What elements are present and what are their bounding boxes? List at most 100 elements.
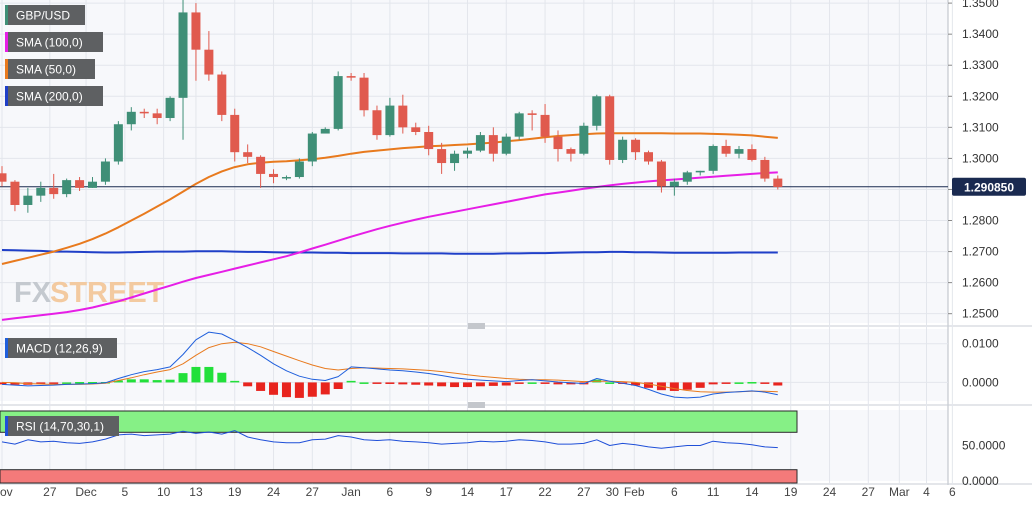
- macd-histogram-bar: [152, 380, 162, 383]
- candle-body: [462, 150, 472, 154]
- candle: [49, 173, 59, 199]
- macd-histogram-bar: [307, 382, 317, 397]
- macd-legend[interactable]: MACD (12,26,9): [5, 338, 117, 358]
- macd-histogram-bar: [256, 382, 266, 391]
- macd-legend-bg: [5, 338, 117, 358]
- candle: [411, 122, 421, 136]
- legend-item-2[interactable]: SMA (50,0): [5, 59, 95, 79]
- legend-item-3[interactable]: SMA (200,0): [5, 86, 103, 106]
- macd-histogram-bar: [230, 380, 240, 383]
- candle: [320, 127, 330, 134]
- candle: [191, 3, 201, 81]
- x-tick-label: 14: [461, 485, 475, 499]
- price-tick-label: 1.2600: [962, 276, 999, 290]
- rsi-legend-text: RSI (14,70,30,1): [16, 420, 104, 434]
- candle-body: [88, 181, 98, 188]
- candle: [644, 150, 653, 165]
- legend-item-0-bg: [5, 5, 85, 25]
- candle-body: [230, 114, 240, 153]
- candle-body: [514, 113, 524, 137]
- candle: [294, 158, 304, 179]
- candle: [424, 125, 434, 156]
- candle: [385, 97, 395, 137]
- x-tick-label: 10: [157, 485, 171, 499]
- candle: [656, 159, 666, 193]
- x-tick-label: 6: [949, 485, 956, 499]
- candle-body: [644, 152, 653, 162]
- candle: [760, 156, 770, 182]
- candle: [437, 142, 447, 174]
- candle-body: [398, 105, 408, 128]
- macd-histogram-bar: [126, 379, 136, 383]
- sma50-line: [1, 132, 778, 265]
- candle: [773, 175, 783, 190]
- x-tick-label: Feb: [624, 485, 645, 499]
- candle-body: [618, 139, 628, 160]
- macd-histogram-bar: [475, 382, 485, 387]
- macd-histogram-bar: [462, 382, 472, 388]
- candle-body: [75, 180, 85, 188]
- candle-body: [424, 131, 434, 150]
- candle: [553, 130, 563, 162]
- macd-histogram-bar: [62, 382, 72, 384]
- macd-histogram-bar: [695, 382, 705, 388]
- macd-histogram-bar: [773, 382, 783, 386]
- candle-body: [333, 76, 343, 129]
- candle-body: [631, 139, 641, 153]
- candle: [605, 94, 615, 165]
- candle: [527, 110, 537, 131]
- candle-body: [23, 195, 33, 205]
- rsi-tick-label: 0.0000: [962, 474, 999, 488]
- candle-body: [385, 105, 395, 136]
- candle: [359, 72, 369, 117]
- price-tick-label: 1.3300: [962, 58, 999, 72]
- legend-item-1[interactable]: SMA (100,0): [5, 32, 103, 52]
- candle: [23, 187, 33, 213]
- legend-item-0[interactable]: GBP/USD: [5, 5, 85, 25]
- macd-histogram-bar: [527, 382, 537, 384]
- macd-histogram-bar: [644, 382, 653, 388]
- candle: [165, 96, 175, 122]
- macd-histogram-bar: [424, 382, 434, 386]
- candle-body: [320, 128, 330, 134]
- x-tick-label: 11: [707, 485, 720, 499]
- macd-histogram-bar: [385, 382, 395, 384]
- candle: [217, 71, 227, 122]
- macd-histogram-bar: [10, 382, 20, 385]
- candle-body: [540, 114, 550, 137]
- candle-body: [450, 153, 460, 164]
- rsi-legend[interactable]: RSI (14,70,30,1): [5, 416, 119, 436]
- candle-body: [307, 133, 317, 162]
- candle-body: [62, 180, 72, 195]
- candle-body: [734, 149, 744, 154]
- x-tick-label: Nov: [0, 485, 13, 499]
- candle: [566, 147, 576, 162]
- sma200-line: [1, 249, 778, 255]
- candle: [540, 104, 550, 143]
- candle-body: [437, 149, 447, 164]
- x-tick-label: 27: [43, 485, 57, 499]
- candle-body: [359, 77, 369, 111]
- macd-histogram-bar: [294, 382, 304, 398]
- candle-body: [152, 113, 162, 119]
- macd-histogram-bar: [88, 382, 98, 384]
- candle-body: [501, 136, 511, 154]
- candle-body: [527, 113, 537, 115]
- candle: [88, 177, 98, 188]
- x-tick-label: 30: [606, 485, 620, 499]
- x-tick-label: 6: [387, 485, 394, 499]
- macd-histogram-bar: [540, 382, 550, 384]
- rsi-overbought-zone: [0, 410, 798, 433]
- x-tick-label: 27: [306, 485, 320, 499]
- legend-item-2-text: SMA (50,0): [16, 63, 76, 77]
- candle: [514, 111, 524, 140]
- candle: [139, 108, 149, 119]
- price-tick-label: 1.2700: [962, 245, 999, 259]
- legend-item-2-bg: [5, 59, 95, 79]
- candle-body: [747, 149, 757, 160]
- candle-body: [656, 161, 666, 187]
- price-panel-bg: [0, 0, 948, 323]
- candle-body: [178, 12, 188, 98]
- candle-body: [0, 173, 7, 182]
- candle-body: [605, 96, 615, 160]
